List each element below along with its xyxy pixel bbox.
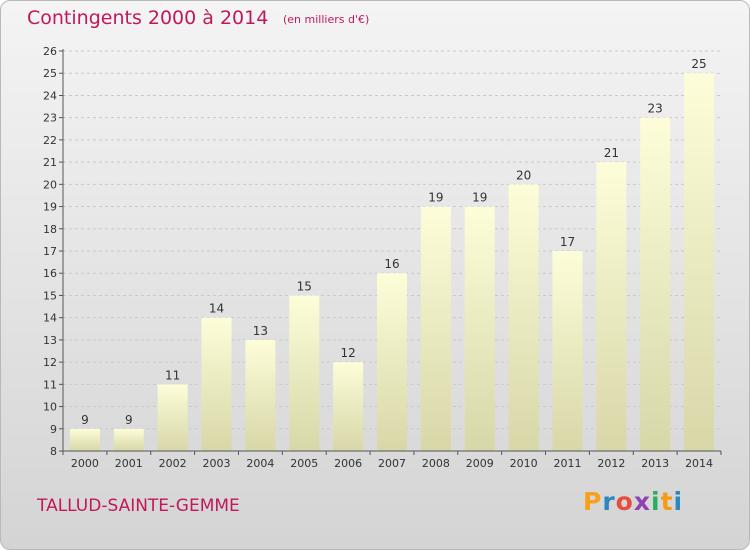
bar-value-label: 14 — [209, 302, 224, 316]
y-tick-label: 9 — [50, 423, 57, 436]
commune-name: TALLUD-SAINTE-GEMME — [37, 496, 240, 516]
logo-letter: r — [602, 487, 616, 516]
bar — [377, 273, 407, 451]
bar — [640, 117, 671, 452]
bar-value-label: 9 — [125, 413, 133, 427]
y-tick-label: 24 — [43, 89, 57, 102]
chart-title: Contingents 2000 à 2014 — [27, 7, 269, 29]
x-tick-label: 2014 — [685, 457, 713, 470]
x-tick-label: 2000 — [71, 457, 99, 470]
bar-value-label: 25 — [691, 57, 706, 71]
bar — [464, 206, 495, 451]
y-tick-label: 15 — [43, 289, 57, 302]
y-tick-label: 22 — [43, 134, 57, 147]
x-tick-label: 2013 — [641, 457, 669, 470]
bar — [157, 384, 188, 451]
x-tick-label: 2004 — [246, 457, 274, 470]
bar-value-label: 19 — [428, 191, 443, 205]
y-tick-label: 12 — [43, 356, 57, 369]
bar-value-label: 15 — [297, 279, 312, 293]
bar — [596, 162, 627, 451]
bar-value-label: 16 — [384, 257, 399, 271]
bar-value-label: 23 — [648, 102, 663, 116]
logo-letter: x — [633, 487, 651, 516]
x-tick-label: 2011 — [553, 457, 581, 470]
x-tick-label: 2012 — [597, 457, 625, 470]
y-tick-label: 10 — [43, 401, 57, 414]
bar-value-label: 11 — [165, 368, 180, 382]
logo-letter: t — [660, 487, 674, 516]
x-tick-label: 2005 — [290, 457, 318, 470]
x-tick-label: 2006 — [334, 457, 362, 470]
bar — [201, 317, 232, 451]
bar-value-label: 9 — [81, 413, 89, 427]
bar — [508, 184, 539, 452]
logo-letter: i — [673, 487, 684, 516]
logo-letter: P — [583, 487, 603, 516]
y-tick-label: 21 — [43, 156, 57, 169]
bar-value-label: 12 — [340, 346, 355, 360]
x-tick-label: 2010 — [510, 457, 538, 470]
bar — [245, 339, 276, 451]
bar — [69, 428, 100, 451]
bar — [420, 206, 451, 451]
bar-value-label: 13 — [253, 324, 268, 338]
y-tick-label: 26 — [43, 45, 57, 58]
y-tick-label: 25 — [43, 67, 57, 80]
y-tick-label: 13 — [43, 334, 57, 347]
y-tick-label: 16 — [43, 267, 57, 280]
chart-unit: (en milliers d'€) — [283, 13, 370, 26]
logo-letter: o — [615, 487, 634, 516]
bar-value-label: 19 — [472, 191, 487, 205]
x-tick-label: 2001 — [115, 457, 143, 470]
y-tick-label: 8 — [50, 445, 57, 458]
x-tick-label: 2009 — [466, 457, 494, 470]
bar — [552, 251, 583, 451]
bar — [333, 362, 364, 451]
bar — [113, 428, 144, 451]
bar — [684, 73, 715, 451]
y-tick-label: 23 — [43, 112, 57, 125]
y-tick-label: 20 — [43, 178, 57, 191]
logo-letter: i — [651, 487, 661, 516]
bar-value-label: 20 — [516, 168, 531, 182]
bar-value-label: 21 — [604, 146, 619, 160]
y-tick-label: 11 — [43, 378, 57, 391]
x-tick-label: 2008 — [422, 457, 450, 470]
proxiti-logo: Proxiti — [583, 487, 683, 516]
y-tick-label: 14 — [43, 312, 57, 325]
y-tick-label: 18 — [43, 223, 57, 236]
x-tick-label: 2002 — [159, 457, 187, 470]
bar-value-label: 17 — [560, 235, 575, 249]
bar — [289, 295, 320, 451]
y-tick-label: 19 — [43, 201, 57, 214]
x-tick-label: 2007 — [378, 457, 406, 470]
x-tick-label: 2003 — [203, 457, 231, 470]
y-tick-label: 17 — [43, 245, 57, 258]
